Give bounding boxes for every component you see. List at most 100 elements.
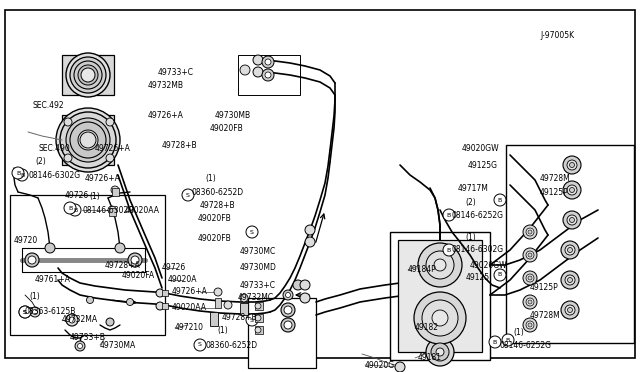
Bar	[10, 195, 165, 335]
Circle shape	[284, 306, 292, 314]
Circle shape	[115, 243, 125, 253]
Circle shape	[526, 251, 534, 259]
Text: 49020AA: 49020AA	[172, 304, 207, 312]
Circle shape	[224, 301, 232, 309]
Text: 49020G: 49020G	[365, 360, 395, 369]
Circle shape	[281, 318, 295, 332]
Circle shape	[69, 204, 81, 216]
Circle shape	[523, 271, 537, 285]
Circle shape	[494, 194, 506, 206]
Circle shape	[12, 167, 24, 179]
Circle shape	[66, 53, 110, 97]
Circle shape	[305, 237, 315, 247]
Bar	[255, 314, 263, 322]
Circle shape	[262, 69, 274, 81]
Circle shape	[523, 225, 537, 239]
Circle shape	[432, 310, 448, 326]
Bar	[109, 208, 116, 216]
Circle shape	[426, 338, 454, 366]
Circle shape	[262, 56, 274, 68]
Bar	[398, 240, 482, 352]
Circle shape	[214, 288, 222, 296]
Text: 49726: 49726	[162, 263, 186, 273]
Circle shape	[19, 306, 31, 318]
Circle shape	[436, 348, 444, 356]
Circle shape	[568, 278, 573, 282]
Circle shape	[502, 334, 514, 346]
Text: (1): (1)	[465, 232, 476, 241]
Circle shape	[131, 256, 139, 264]
Circle shape	[561, 271, 579, 289]
Circle shape	[45, 243, 55, 253]
Circle shape	[70, 57, 106, 93]
Circle shape	[523, 318, 537, 332]
Circle shape	[240, 294, 248, 302]
Text: 49184P: 49184P	[408, 266, 436, 275]
Text: B: B	[20, 173, 24, 177]
Text: S: S	[23, 310, 27, 314]
Bar	[62, 55, 114, 95]
Circle shape	[422, 300, 458, 336]
Circle shape	[563, 211, 581, 229]
Text: 49717M: 49717M	[458, 183, 489, 192]
Circle shape	[418, 243, 462, 287]
Text: S: S	[250, 317, 254, 323]
Circle shape	[305, 225, 315, 235]
Text: SEC.492: SEC.492	[32, 100, 63, 109]
Text: (2): (2)	[465, 198, 476, 206]
Text: 49020GW: 49020GW	[462, 144, 500, 153]
Text: 49733+B: 49733+B	[70, 334, 106, 343]
Circle shape	[156, 289, 164, 297]
Text: 49182: 49182	[415, 324, 439, 333]
Circle shape	[300, 293, 310, 303]
Circle shape	[30, 307, 40, 317]
Text: 49726: 49726	[65, 190, 89, 199]
Circle shape	[81, 68, 95, 82]
Text: 49726+A: 49726+A	[85, 173, 121, 183]
Circle shape	[528, 300, 532, 304]
Text: 49020FB: 49020FB	[198, 234, 232, 243]
Text: (1): (1)	[205, 173, 216, 183]
Circle shape	[300, 280, 310, 290]
Text: 49728+A: 49728+A	[105, 260, 141, 269]
Circle shape	[70, 122, 106, 158]
Circle shape	[565, 245, 575, 255]
Circle shape	[426, 251, 454, 279]
Text: B: B	[498, 198, 502, 202]
Circle shape	[77, 343, 83, 349]
Circle shape	[494, 269, 506, 281]
Circle shape	[56, 108, 120, 172]
Circle shape	[66, 314, 78, 326]
Circle shape	[443, 209, 455, 221]
Text: SEC.490: SEC.490	[38, 144, 70, 153]
Text: 08363-6125B: 08363-6125B	[24, 308, 76, 317]
Circle shape	[253, 67, 263, 77]
Circle shape	[246, 226, 258, 238]
Circle shape	[108, 206, 116, 214]
Bar	[62, 115, 114, 165]
Circle shape	[570, 163, 575, 167]
Text: B: B	[68, 205, 72, 211]
Text: 49726+A: 49726+A	[148, 110, 184, 119]
Circle shape	[565, 305, 575, 315]
Circle shape	[60, 112, 116, 168]
Text: (1): (1)	[89, 192, 100, 201]
Circle shape	[561, 301, 579, 319]
Circle shape	[523, 248, 537, 262]
Text: 49761+A: 49761+A	[35, 276, 71, 285]
Circle shape	[567, 215, 577, 225]
Text: (1): (1)	[513, 327, 524, 337]
Text: 49733+C: 49733+C	[240, 280, 276, 289]
Text: 49125P: 49125P	[530, 283, 559, 292]
Bar	[162, 303, 168, 309]
Bar	[240, 303, 248, 315]
Bar	[506, 145, 634, 343]
Circle shape	[526, 274, 534, 282]
Text: 49730MB: 49730MB	[215, 110, 251, 119]
Circle shape	[253, 55, 263, 65]
Text: 49125G: 49125G	[468, 160, 498, 170]
Text: 08146-6302G: 08146-6302G	[82, 205, 134, 215]
Text: 49730MA: 49730MA	[100, 340, 136, 350]
Text: 49728+B: 49728+B	[162, 141, 198, 150]
Circle shape	[86, 296, 93, 304]
